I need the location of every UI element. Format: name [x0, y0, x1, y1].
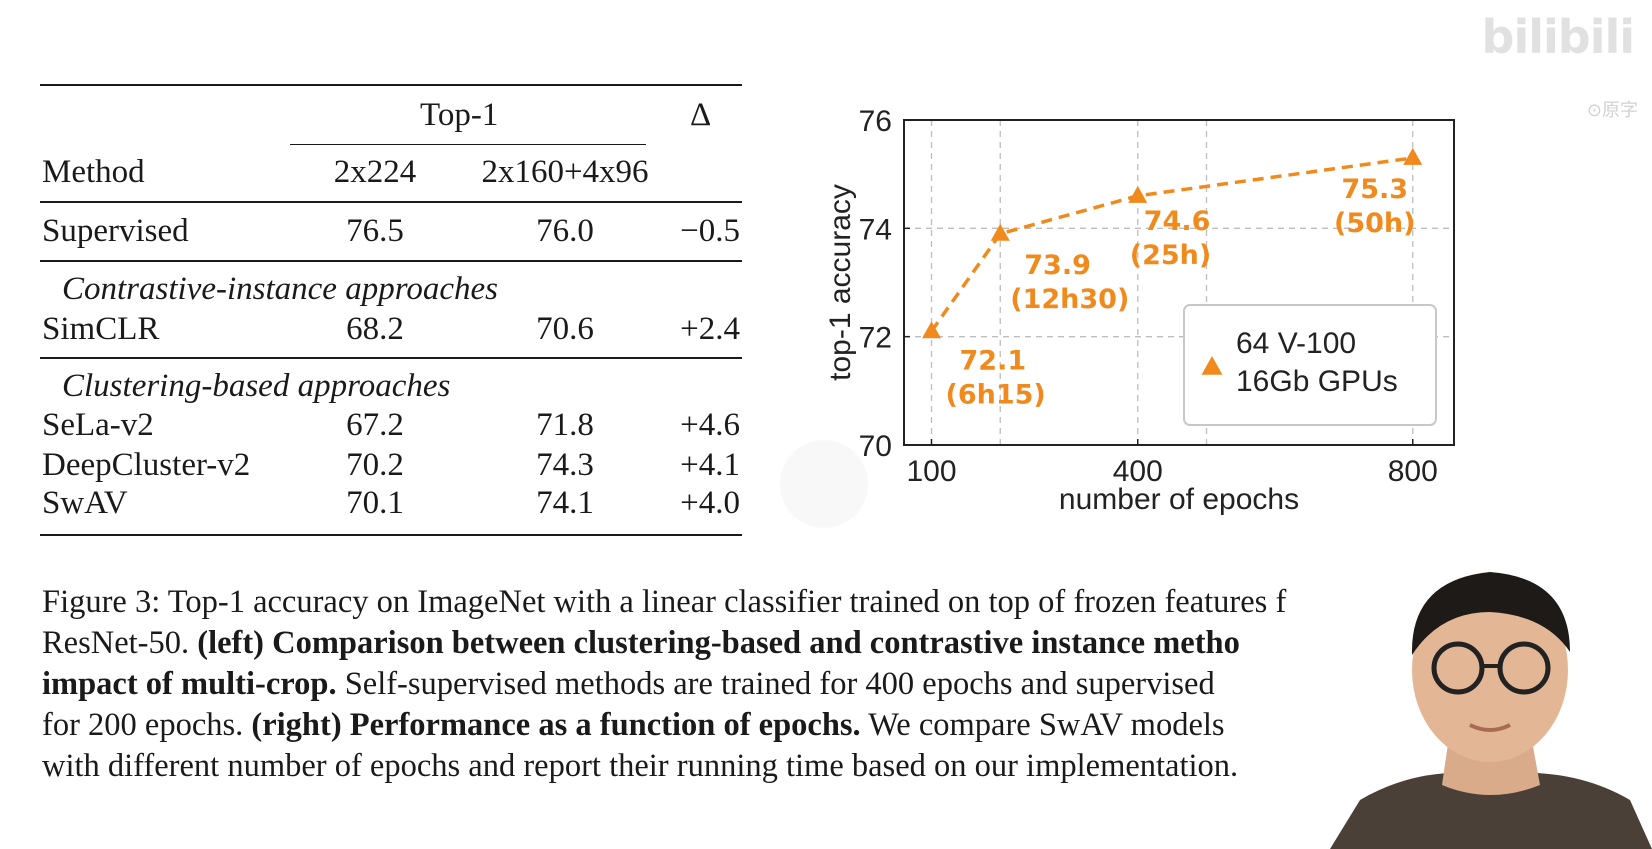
header-2x224: 2x224	[333, 154, 417, 190]
data-time-label: (25h)	[1130, 240, 1211, 271]
legend-box	[1183, 304, 1437, 426]
value-2x224: 76.5	[346, 213, 404, 249]
section-rule	[40, 357, 742, 359]
speaker-hair	[1411, 572, 1570, 655]
table-top-rule	[40, 84, 742, 86]
value-multicrop: 71.8	[536, 407, 594, 443]
data-point-triangle	[922, 321, 941, 339]
header-top1: Top-1	[420, 97, 499, 133]
speaker-face	[1412, 578, 1568, 762]
top1-span-rule	[290, 144, 646, 145]
data-value-label: 74.6	[1144, 206, 1211, 237]
bilibili-watermark: bilibili	[1481, 10, 1635, 64]
legend-label-line2: 16Gb GPUs	[1236, 365, 1398, 398]
caption-text: for 200 epochs.	[42, 707, 252, 743]
data-point-triangle	[990, 223, 1010, 241]
header-multicrop: 2x160+4x96	[481, 154, 649, 190]
data-point-triangle	[1403, 147, 1423, 165]
speaker-video-overlay	[1330, 572, 1652, 849]
caption-text: Self-supervised methods are trained for …	[336, 666, 1215, 702]
speaker-shoulders	[1330, 772, 1652, 849]
label-layer: 72.1(6h15) 73.9(12h30) 74.6(25h) 75.3(50h)	[946, 174, 1416, 410]
method-name: SwAV	[42, 485, 128, 521]
method-name: DeepCluster-v2	[42, 447, 251, 483]
data-point-triangle	[1128, 185, 1148, 203]
value-multicrop: 74.1	[536, 485, 594, 521]
y-tick-label: 74	[859, 213, 892, 246]
value-multicrop: 70.6	[536, 311, 594, 347]
x-axis-label: number of epochs	[1059, 483, 1299, 516]
data-value-label: 75.3	[1341, 174, 1408, 205]
series-layer	[922, 147, 1423, 339]
epochs-chart: 70 72 74 76 100 400 800 72.1 (6h15) 73.9 (12h30) 7…	[824, 100, 1540, 550]
x-tick-label: 100	[906, 455, 956, 488]
value-multicrop: 76.0	[536, 213, 594, 249]
header-method: Method	[42, 154, 145, 190]
y-tick-label: 76	[859, 105, 892, 138]
series-line	[930, 156, 1413, 333]
x-tick-label: 800	[1388, 455, 1438, 488]
caption-bold: impact of multi-crop.	[42, 666, 337, 702]
play-pause-overlay-icon[interactable]	[780, 440, 868, 528]
data-time-label: (50h)	[1334, 208, 1415, 239]
value-2x224: 67.2	[346, 407, 404, 443]
watermark-subtext: ⊙原字	[1586, 100, 1638, 121]
figure-caption: Figure 3: Top-1 accuracy on ImageNet wit…	[42, 582, 1482, 787]
value-2x224: 70.1	[346, 485, 404, 521]
data-time-label: (12h30)	[1010, 284, 1129, 315]
data-value-label: 73.9	[1024, 250, 1091, 281]
value-multicrop: 74.3	[536, 447, 594, 483]
section-heading: Clustering-based approaches	[62, 368, 451, 404]
caption-bold: (left) Comparison between clustering-bas…	[197, 625, 1240, 661]
data-time-label: (6h15)	[946, 379, 1046, 410]
plot-frame	[903, 119, 1455, 446]
value-delta: −0.5	[680, 213, 740, 249]
value-delta: +4.1	[680, 447, 740, 483]
legend-triangle-icon	[1201, 356, 1223, 375]
value-delta: +4.0	[680, 485, 740, 521]
caption-text: Figure 3: Top-1 accuracy on ImageNet wit…	[42, 584, 1287, 620]
data-value-label: 72.1	[960, 345, 1027, 376]
value-2x224: 68.2	[346, 311, 404, 347]
header-delta: Δ	[690, 97, 712, 133]
x-tick-label: 400	[1113, 455, 1163, 488]
results-table: Top-1 Δ Method 2x224 2x160+4x96 Supervis…	[0, 0, 790, 570]
method-name: Supervised	[42, 213, 189, 249]
tick-layer: 70 72 74 76 100 400 800	[859, 105, 1438, 488]
section-heading: Contrastive-instance approaches	[62, 271, 498, 307]
value-delta: +4.6	[680, 407, 740, 443]
caption-bold: (right) Performance as a function of epo…	[251, 707, 861, 743]
legend-label-line1: 64 V-100	[1236, 327, 1356, 360]
caption-text: We compare SwAV models	[860, 707, 1225, 743]
method-name: SeLa-v2	[42, 407, 154, 443]
speaker-mouth	[1469, 723, 1511, 732]
section-rule	[40, 260, 742, 262]
table-bottom-rule	[40, 534, 742, 536]
header-rule	[40, 201, 742, 203]
caption-text: ResNet-50.	[42, 625, 198, 661]
y-tick-label: 72	[859, 322, 892, 355]
method-name: SimCLR	[42, 311, 160, 347]
value-delta: +2.4	[680, 311, 740, 347]
y-tick-label: 70	[859, 430, 892, 463]
y-axis-label: top-1 accuracy	[824, 184, 857, 381]
caption-text: with different number of epochs and repo…	[42, 748, 1239, 784]
legend: 64 V-100 16Gb GPUs	[1183, 304, 1437, 426]
value-2x224: 70.2	[346, 447, 404, 483]
